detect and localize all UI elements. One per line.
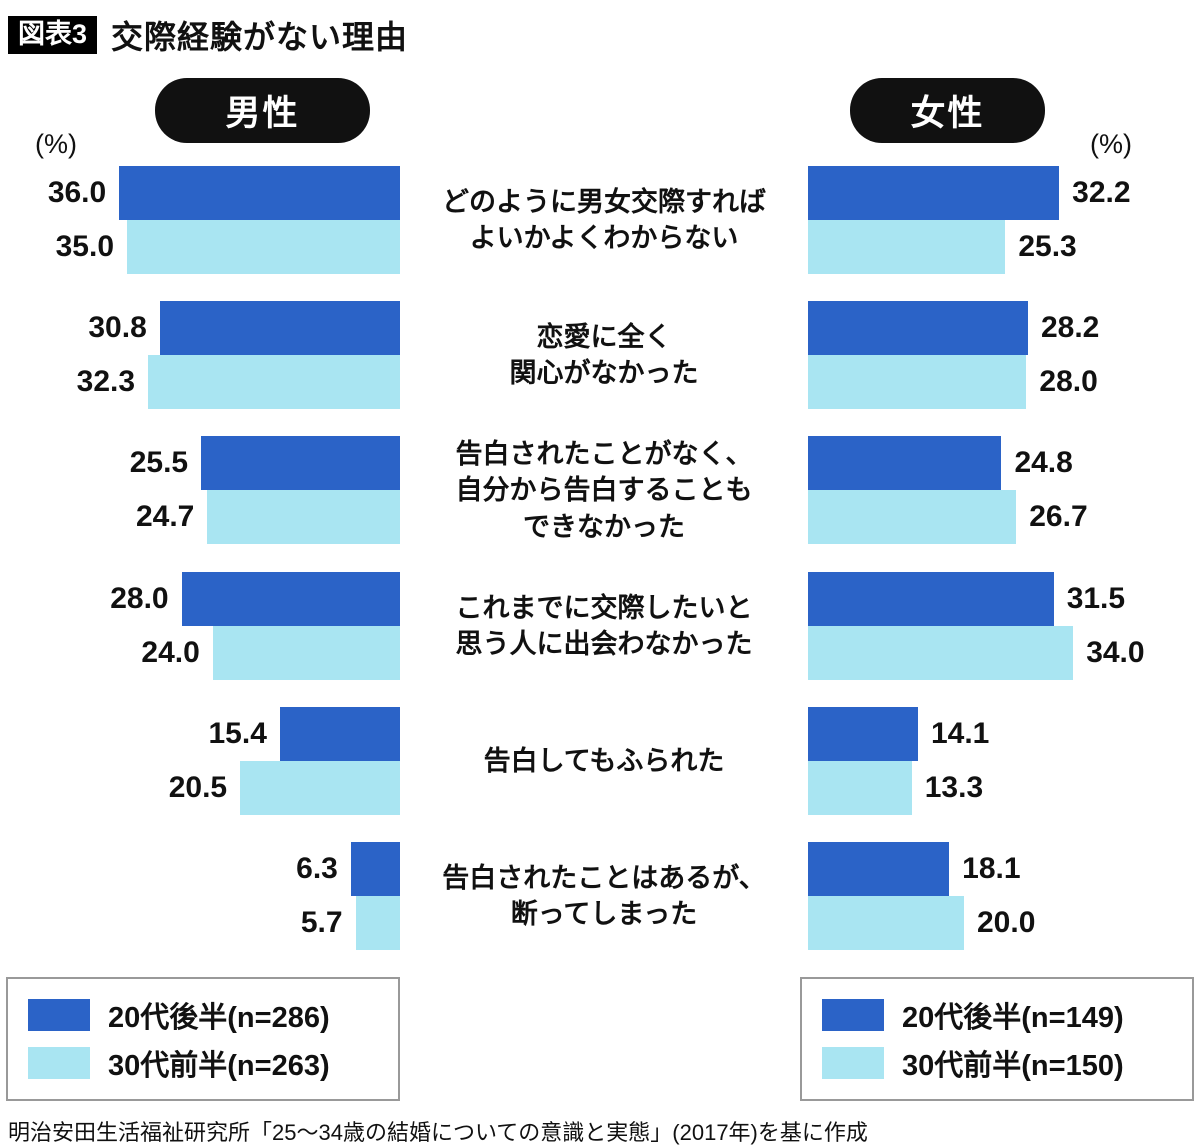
bar-value: 15.4 bbox=[208, 717, 267, 751]
women-bars: 24.8 26.7 bbox=[808, 436, 1200, 545]
bar-value: 32.3 bbox=[76, 365, 136, 398]
chart-row: 6.3 5.7 告白されたことはあるが、 断ってしまった 18.1 20.0 bbox=[0, 842, 1200, 951]
figure-header: 図表3 交際経験がない理由 bbox=[0, 0, 1200, 62]
women-bars: 31.5 34.0 bbox=[808, 572, 1200, 681]
bar-men-late20s bbox=[119, 166, 400, 220]
legend-label: 20代後半(n=149) bbox=[902, 1002, 1124, 1035]
men-bars: 6.3 5.7 bbox=[0, 842, 400, 951]
bar-men-late20s bbox=[159, 301, 400, 355]
bar-value: 31.5 bbox=[1066, 582, 1126, 616]
bar-men-early30s bbox=[355, 896, 400, 951]
bar-value: 24.0 bbox=[141, 636, 200, 670]
bar-value: 20.5 bbox=[168, 771, 228, 805]
bar-value: 28.2 bbox=[1040, 311, 1100, 344]
bar-value: 13.3 bbox=[924, 771, 984, 805]
bar-value: 24.8 bbox=[1014, 446, 1073, 479]
bar-value: 6.3 bbox=[296, 852, 338, 886]
bar-women-early30s bbox=[808, 626, 1074, 681]
women-bars: 18.1 20.0 bbox=[808, 842, 1200, 951]
bar-value: 35.0 bbox=[55, 230, 114, 263]
bar-value: 34.0 bbox=[1086, 636, 1145, 670]
bar-men-late20s bbox=[279, 707, 400, 762]
legends: 20代後半(n=286) 30代前半(n=263) 20代後半(n=149) 3… bbox=[0, 977, 1200, 1102]
bar-men-late20s bbox=[201, 436, 400, 490]
legend-women: 20代後半(n=149) 30代前半(n=150) bbox=[800, 977, 1194, 1102]
bar-men-early30s bbox=[207, 490, 400, 544]
group-header-women: 女性 bbox=[850, 78, 1045, 143]
category-label: どのように男女交際すれば よいかよくわからない bbox=[442, 186, 766, 253]
bar-value: 28.0 bbox=[1039, 365, 1098, 398]
legend-item: 30代前半(n=150) bbox=[822, 1039, 1172, 1087]
chart-row: 30.8 32.3 恋愛に全く 関心がなかった 28.2 28.0 bbox=[0, 301, 1200, 409]
group-header-men: 男性 bbox=[155, 78, 370, 143]
category-label: 告白してもふられた bbox=[483, 746, 725, 777]
bar-value: 30.8 bbox=[88, 311, 147, 344]
category-label: これまでに交際したいと 思う人に出会わなかった bbox=[455, 592, 753, 660]
legend-label: 20代後半(n=286) bbox=[108, 1002, 330, 1035]
bar-value: 5.7 bbox=[300, 906, 343, 940]
legend-item: 20代後半(n=149) bbox=[822, 991, 1172, 1039]
source-note: 明治安田生活福祉研究所「25〜34歳の結婚についての意識と実態」(2017年)を… bbox=[8, 1120, 868, 1146]
bar-value: 14.1 bbox=[930, 717, 990, 751]
legend-label: 30代前半(n=263) bbox=[108, 1050, 330, 1083]
bar-women-late20s bbox=[808, 301, 1028, 355]
chart-row: 15.4 20.5 告白してもふられた 14.1 13.3 bbox=[0, 707, 1200, 816]
bar-women-early30s bbox=[808, 490, 1017, 544]
bar-men-early30s bbox=[127, 220, 400, 274]
column-headers: (%) 男性 女性 (%) bbox=[0, 62, 1200, 162]
bar-women-early30s bbox=[808, 220, 1006, 274]
bar-value: 32.2 bbox=[1072, 176, 1131, 209]
men-bars: 28.0 24.0 bbox=[0, 572, 400, 681]
bar-value: 20.0 bbox=[977, 906, 1036, 940]
bar-men-late20s bbox=[181, 572, 400, 627]
bar-women-late20s bbox=[808, 436, 1002, 490]
chart-row: 25.5 24.7 告白されたことがなく、 自分から告白することも できなかった… bbox=[0, 436, 1200, 545]
bar-value: 26.7 bbox=[1029, 500, 1088, 533]
men-bars: 36.0 35.0 bbox=[0, 166, 400, 274]
legend-swatch-late20s bbox=[28, 999, 90, 1032]
legend-swatch-late20s bbox=[822, 999, 884, 1032]
bar-women-early30s bbox=[808, 896, 964, 951]
bar-women-late20s bbox=[808, 842, 950, 897]
legend-swatch-early30s bbox=[28, 1047, 90, 1080]
bar-value: 18.1 bbox=[962, 852, 1021, 886]
bar-value: 25.5 bbox=[129, 446, 189, 479]
bar-value: 24.7 bbox=[135, 500, 195, 533]
bar-value: 25.3 bbox=[1018, 230, 1077, 263]
bar-women-early30s bbox=[808, 761, 912, 816]
legend-label: 30代前半(n=150) bbox=[902, 1050, 1124, 1083]
bar-value: 28.0 bbox=[110, 582, 169, 616]
legend-swatch-early30s bbox=[822, 1047, 884, 1080]
percent-unit-label-left: (%) bbox=[35, 129, 77, 159]
butterfly-chart: 36.0 35.0 どのように男女交際すれば よいかよくわからない 32.2 2… bbox=[0, 162, 1200, 951]
women-bars: 14.1 13.3 bbox=[808, 707, 1200, 816]
figure-title: 交際経験がない理由 bbox=[111, 19, 409, 55]
chart-row: 36.0 35.0 どのように男女交際すれば よいかよくわからない 32.2 2… bbox=[0, 166, 1200, 274]
bar-men-early30s bbox=[212, 626, 400, 681]
bar-women-late20s bbox=[808, 166, 1060, 220]
category-label: 恋愛に全く 関心がなかった bbox=[509, 321, 699, 388]
bar-men-early30s bbox=[148, 355, 400, 409]
bar-men-late20s bbox=[350, 842, 400, 897]
legend-men: 20代後半(n=286) 30代前半(n=263) bbox=[6, 977, 400, 1102]
figure-number-badge: 図表3 bbox=[8, 16, 98, 54]
women-bars: 32.2 25.3 bbox=[808, 166, 1200, 274]
bar-men-early30s bbox=[240, 761, 400, 816]
bar-women-early30s bbox=[808, 355, 1027, 409]
category-label: 告白されたことはあるが、 断ってしまった bbox=[442, 862, 766, 930]
legend-item: 30代前半(n=263) bbox=[28, 1039, 378, 1087]
men-bars: 30.8 32.3 bbox=[0, 301, 400, 409]
bar-value: 36.0 bbox=[47, 176, 107, 209]
women-bars: 28.2 28.0 bbox=[808, 301, 1200, 409]
bar-women-late20s bbox=[808, 572, 1054, 627]
men-bars: 15.4 20.5 bbox=[0, 707, 400, 816]
chart-row: 28.0 24.0 これまでに交際したいと 思う人に出会わなかった 31.5 3… bbox=[0, 572, 1200, 681]
percent-unit-label-right: (%) bbox=[1090, 129, 1132, 159]
legend-item: 20代後半(n=286) bbox=[28, 991, 378, 1039]
bar-women-late20s bbox=[808, 707, 918, 762]
men-bars: 25.5 24.7 bbox=[0, 436, 400, 545]
category-label: 告白されたことがなく、 自分から告白することも できなかった bbox=[455, 439, 753, 542]
